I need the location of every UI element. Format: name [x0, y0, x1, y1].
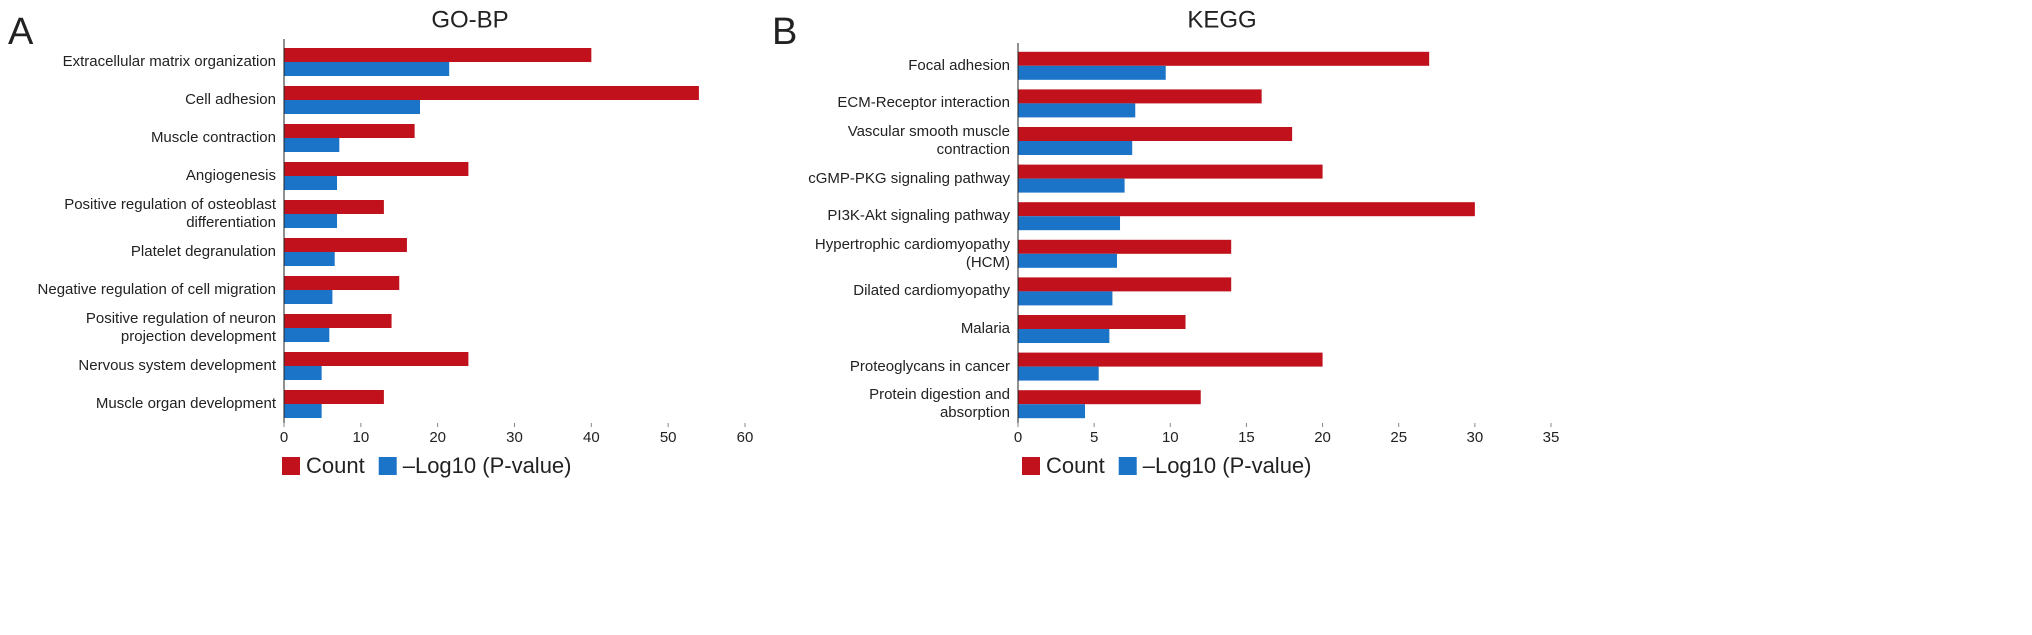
y-tick-label: Muscle organ development: [95, 395, 276, 412]
bar: [284, 138, 340, 152]
bar: [284, 100, 420, 114]
legend-swatch: [1118, 457, 1137, 475]
x-tick-label: 30: [506, 429, 523, 446]
bar: [284, 328, 330, 342]
bar: [284, 162, 469, 176]
bar: [284, 200, 384, 214]
y-tick-label: Proteoglycans in cancer: [849, 357, 1010, 375]
bar: [1018, 277, 1232, 292]
bar: [1018, 404, 1086, 419]
x-tick-label: 40: [583, 429, 600, 446]
bar: [1018, 216, 1121, 231]
x-tick-label: 20: [1314, 429, 1331, 446]
bar: [1018, 164, 1323, 179]
y-tick-label: Platelet degranulation: [130, 243, 276, 260]
y-tick-label: ECM-Receptor interaction: [837, 94, 1010, 112]
y-tick-label: Positive regulation of neuron projection…: [85, 310, 276, 345]
legend-label: –Log10 (P-value): [403, 453, 572, 478]
legend-swatch: [1022, 457, 1040, 475]
bar: [1018, 202, 1475, 217]
legend-label: –Log10 (P-value): [1143, 453, 1312, 478]
bar: [284, 276, 400, 290]
x-tick-label: 10: [1162, 429, 1179, 446]
bar: [1018, 127, 1293, 141]
y-tick-label: Nervous system development: [78, 357, 276, 374]
y-tick-label: cGMP-PKG signaling pathway: [808, 169, 1010, 187]
x-tick-label: 5: [1090, 429, 1098, 446]
bar: [284, 314, 392, 328]
panel-label: A: [8, 11, 34, 53]
y-tick-label: Positive regulation of osteoblast differ…: [64, 196, 276, 231]
bar: [1018, 329, 1110, 343]
bar: [1018, 239, 1232, 254]
bar: [1018, 253, 1117, 268]
bar: [284, 252, 335, 266]
bar: [284, 48, 592, 62]
x-tick-label: 10: [352, 429, 369, 446]
bar: [284, 238, 407, 252]
y-tick-label: Angiogenesis: [185, 167, 276, 184]
bar: [284, 390, 384, 404]
x-tick-label: 15: [1238, 429, 1255, 446]
y-tick-label: Protein digestion and absorption: [869, 386, 1010, 422]
bar: [284, 290, 333, 304]
bar: [1018, 141, 1133, 155]
y-tick-label: Dilated cardiomyopathy: [853, 282, 1010, 300]
bar: [1018, 390, 1201, 405]
legend-label: Count: [1046, 453, 1105, 478]
chart-title: KEGG: [1187, 6, 1256, 33]
bar: [1018, 65, 1166, 80]
chart-title: GO-BP: [431, 6, 508, 33]
legend-swatch: [282, 457, 300, 475]
bar: [284, 352, 469, 366]
bar: [1018, 291, 1113, 306]
y-tick-label: Negative regulation of cell migration: [37, 281, 276, 298]
y-tick-label: Muscle contraction: [150, 129, 276, 146]
x-tick-label: 35: [1543, 429, 1560, 446]
x-tick-label: 25: [1390, 429, 1407, 446]
bar: [1018, 178, 1125, 193]
y-tick-label: Vascular smooth muscle contraction: [847, 123, 1010, 158]
bar: [284, 366, 322, 380]
bar: [1018, 89, 1262, 104]
bar: [1018, 103, 1136, 118]
y-tick-label: Cell adhesion: [185, 91, 276, 108]
x-tick-label: 0: [1014, 429, 1022, 446]
bar: [1018, 366, 1099, 381]
bar: [284, 404, 322, 418]
bar: [284, 176, 338, 190]
y-tick-label: PI3K-Akt signaling pathway: [827, 207, 1010, 225]
x-tick-label: 50: [660, 429, 677, 446]
bar: [284, 86, 699, 100]
y-tick-label: Malaria: [960, 320, 1010, 337]
x-tick-label: 30: [1467, 429, 1484, 446]
x-tick-label: 0: [280, 429, 288, 446]
bar: [1018, 315, 1186, 329]
bar: [1018, 352, 1323, 367]
bar: [284, 214, 338, 228]
y-tick-label: Focal adhesion: [908, 56, 1010, 74]
y-tick-label: Hypertrophic cardiomyopathy (HCM): [814, 235, 1010, 271]
bar: [284, 124, 415, 138]
x-tick-label: 20: [429, 429, 446, 446]
legend-swatch: [378, 457, 397, 475]
bar: [1018, 51, 1430, 66]
panel-label: B: [772, 11, 797, 53]
legend-label: Count: [306, 453, 365, 478]
x-tick-label: 60: [737, 429, 754, 446]
y-tick-label: Extracellular matrix organization: [62, 53, 276, 70]
bar: [284, 62, 450, 76]
